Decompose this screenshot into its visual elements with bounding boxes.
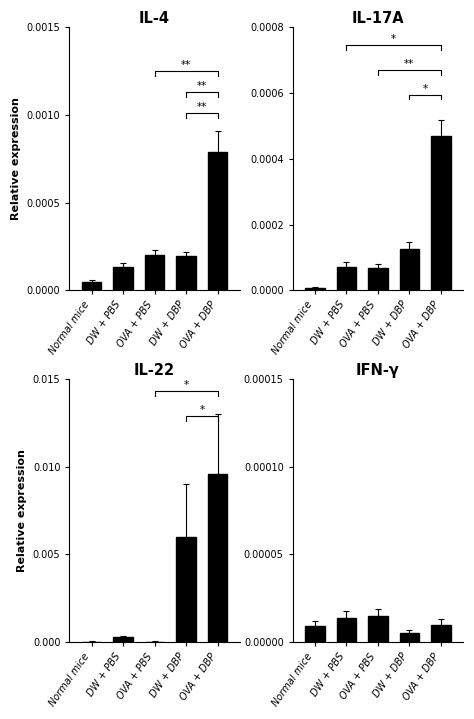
Title: IFN-γ: IFN-γ (356, 363, 400, 378)
Text: *: * (183, 380, 189, 390)
Text: **: ** (197, 102, 207, 112)
Bar (176, 537, 196, 642)
Bar (208, 474, 228, 642)
Bar (113, 267, 133, 290)
Text: *: * (391, 35, 396, 45)
Bar (431, 136, 451, 290)
Text: **: ** (181, 60, 191, 70)
Bar (305, 288, 325, 290)
Y-axis label: Relative expression: Relative expression (17, 449, 27, 572)
Text: **: ** (404, 59, 414, 69)
Bar (337, 618, 356, 642)
Y-axis label: Relative expression: Relative expression (11, 97, 21, 220)
Bar (368, 616, 388, 642)
Text: **: ** (197, 81, 207, 91)
Bar (113, 636, 133, 642)
Text: *: * (422, 83, 428, 93)
Bar (337, 267, 356, 290)
Bar (400, 633, 419, 642)
Bar (431, 625, 451, 642)
Bar (368, 268, 388, 290)
Bar (305, 626, 325, 642)
Title: IL-22: IL-22 (134, 363, 175, 378)
Bar (176, 256, 196, 290)
Bar (82, 283, 101, 290)
Bar (208, 152, 228, 290)
Bar (145, 255, 164, 290)
Title: IL-17A: IL-17A (352, 11, 404, 26)
Title: IL-4: IL-4 (139, 11, 170, 26)
Text: *: * (199, 405, 204, 415)
Bar (400, 249, 419, 290)
